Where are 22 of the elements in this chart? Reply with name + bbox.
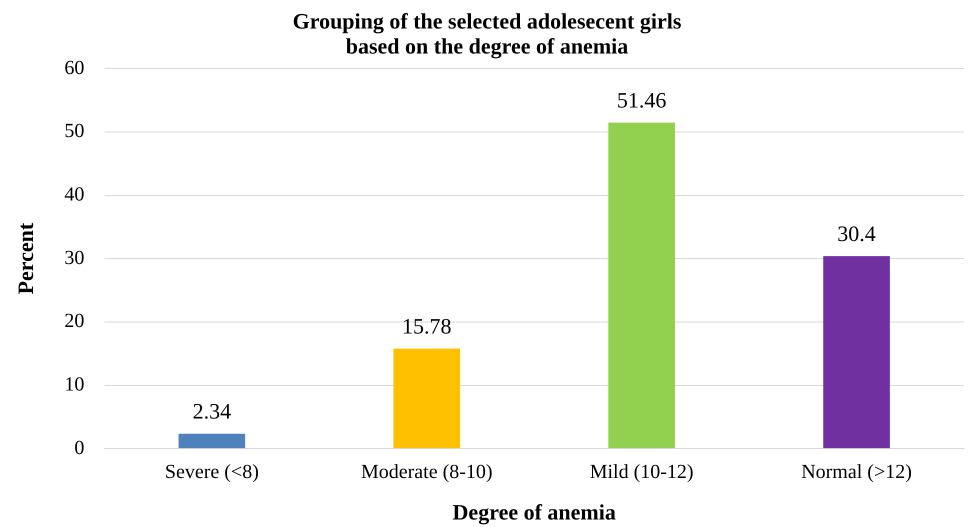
y-tick-label: 20 — [64, 310, 84, 332]
y-tick-label: 50 — [64, 120, 84, 142]
bar — [393, 348, 460, 448]
x-tick-label: Normal (>12) — [801, 460, 912, 483]
y-tick-label: 40 — [64, 184, 84, 206]
y-tick-label: 30 — [64, 246, 84, 269]
bar — [823, 256, 890, 448]
x-tick-label: Moderate (8-10) — [360, 460, 493, 483]
y-tick-label: 10 — [64, 374, 84, 396]
x-axis-title: Degree of anemia — [452, 499, 616, 524]
x-tick-label: Mild (10-12) — [590, 460, 694, 483]
chart-title: Grouping of the selected adolesecent girls based on the degree of anemia — [292, 8, 682, 59]
y-axis-title: Percent — [12, 222, 38, 294]
data-label: 51.46 — [616, 87, 666, 112]
y-tick-label: 60 — [64, 56, 84, 79]
bar — [178, 434, 246, 448]
data-label: 2.34 — [192, 398, 232, 424]
data-label: 15.78 — [402, 313, 452, 338]
data-label: 30.4 — [837, 220, 876, 246]
x-tick-label: Severe (<8) — [164, 460, 259, 483]
bar — [608, 122, 675, 448]
y-tick-label: 0 — [74, 436, 84, 459]
